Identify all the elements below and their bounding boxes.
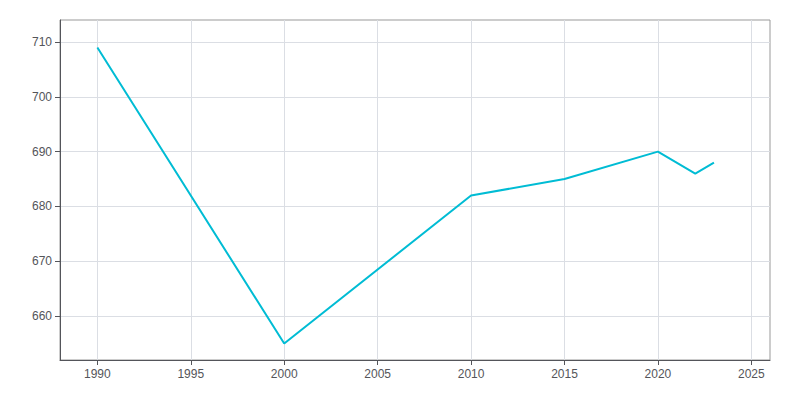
svg-text:2015: 2015 [551, 367, 578, 381]
svg-text:2025: 2025 [738, 367, 765, 381]
svg-text:1990: 1990 [84, 367, 111, 381]
svg-text:2000: 2000 [271, 367, 298, 381]
svg-text:710: 710 [32, 35, 52, 49]
svg-text:1995: 1995 [177, 367, 204, 381]
svg-text:680: 680 [32, 199, 52, 213]
svg-text:660: 660 [32, 309, 52, 323]
svg-text:2010: 2010 [458, 367, 485, 381]
svg-text:2020: 2020 [645, 367, 672, 381]
svg-text:700: 700 [32, 90, 52, 104]
svg-text:670: 670 [32, 254, 52, 268]
svg-text:690: 690 [32, 145, 52, 159]
svg-text:2005: 2005 [364, 367, 391, 381]
